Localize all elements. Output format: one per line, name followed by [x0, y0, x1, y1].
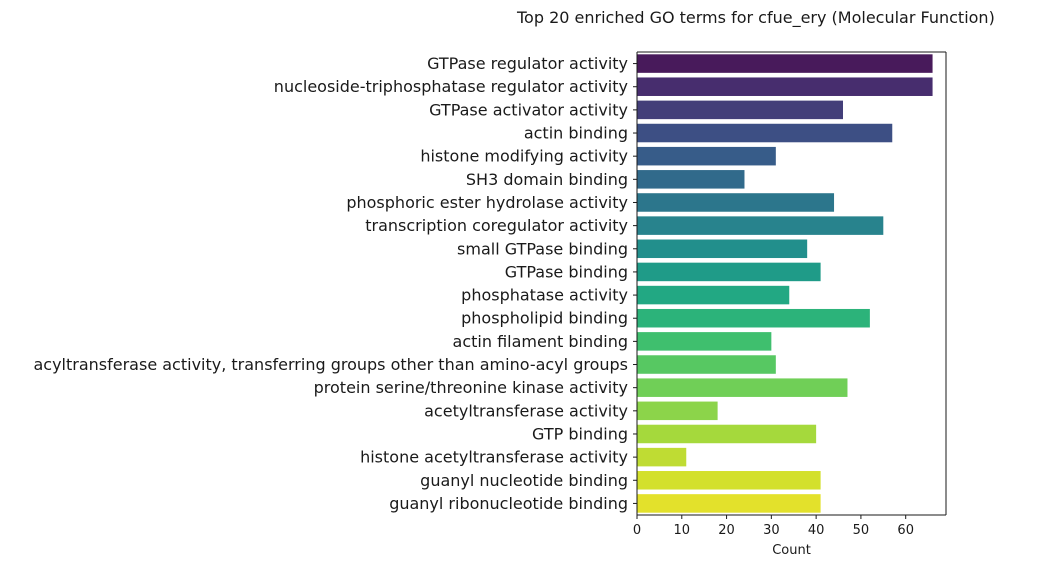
- y-tick-label: histone acetyltransferase activity: [360, 448, 628, 467]
- bar: [637, 216, 884, 235]
- x-tick-label: 30: [763, 523, 780, 538]
- bar: [637, 100, 843, 120]
- bar: [637, 494, 821, 513]
- y-tick-label: transcription coregulator activity: [365, 216, 628, 235]
- y-tick-label: acyltransferase activity, transferring g…: [33, 355, 628, 374]
- bar: [637, 239, 808, 259]
- y-tick-label: phosphatase activity: [461, 286, 628, 305]
- y-tick-label: small GTPase binding: [457, 239, 628, 258]
- bar: [637, 77, 933, 96]
- y-tick-label: protein serine/threonine kinase activity: [314, 378, 628, 397]
- bar: [637, 262, 821, 282]
- y-tick-label: actin binding: [524, 124, 628, 143]
- x-tick-label: 60: [897, 523, 914, 538]
- bar: [637, 170, 745, 189]
- y-tick-label: GTPase binding: [505, 262, 628, 281]
- bar: [637, 355, 776, 374]
- chart-title: Top 20 enriched GO terms for cfue_ery (M…: [517, 8, 995, 27]
- x-axis-label: Count: [772, 543, 811, 558]
- y-tick-label: phosphoric ester hydrolase activity: [346, 193, 628, 212]
- bar: [637, 401, 718, 421]
- bar: [637, 123, 893, 143]
- bar: [637, 285, 790, 305]
- bar: [637, 378, 848, 397]
- y-tick-label: histone modifying activity: [420, 147, 628, 166]
- y-tick-label: nucleoside-triphosphatase regulator acti…: [274, 77, 628, 96]
- bar: [637, 193, 835, 212]
- y-tick-label: GTPase activator activity: [429, 100, 628, 119]
- x-tick-label: 0: [633, 523, 641, 538]
- y-tick-label: phospholipid binding: [461, 309, 628, 328]
- bar: [637, 471, 821, 490]
- y-tick-label: guanyl nucleotide binding: [420, 471, 628, 490]
- bar: [637, 447, 687, 467]
- bar: [637, 146, 776, 166]
- y-tick-label: guanyl ribonucleotide binding: [389, 494, 628, 513]
- x-tick-label: 10: [674, 523, 691, 538]
- y-tick-label: GTP binding: [532, 424, 628, 443]
- y-tick-label: GTPase regulator activity: [427, 54, 628, 73]
- x-tick-label: 20: [718, 523, 735, 538]
- bar: [637, 54, 933, 73]
- y-tick-label: SH3 domain binding: [466, 170, 628, 189]
- y-tick-label: acetyltransferase activity: [424, 401, 628, 420]
- x-tick-label: 50: [853, 523, 870, 538]
- bar: [637, 332, 772, 351]
- x-tick-label: 40: [808, 523, 825, 538]
- y-tick-label: actin filament binding: [453, 332, 628, 351]
- bar: [637, 424, 817, 444]
- bar: [637, 308, 870, 328]
